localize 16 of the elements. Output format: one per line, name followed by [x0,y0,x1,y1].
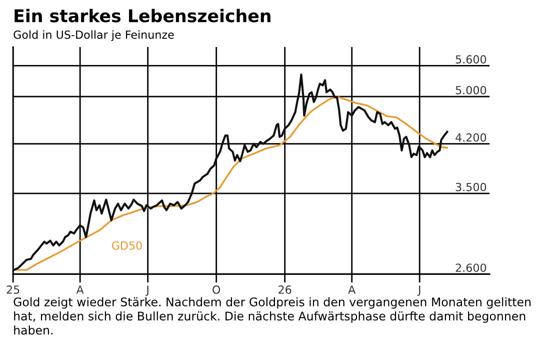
chart-subtitle: Gold in US-Dollar je Feinunze [14,30,174,42]
x-tick-label: A [76,286,84,294]
y-tick-label: 2.600 [456,264,486,272]
x-tick-label: 26 [278,285,292,294]
x-tick-label: 25 [6,285,20,294]
x-tick-label: O [212,285,220,294]
y-tick-label: 5.000 [456,86,486,94]
y-tick-label: 5.600 [456,55,486,64]
series-label: GD50 [112,241,142,250]
text: Gold zeigt wieder Stärke. Nachdem der Goldpreis in den vergangenen Monaten gelitten hat, melden sich die Bullen zurück. Die nächste Aufwärtsphase dürfte damit begonnen haben. [14,297,531,335]
x-tick-label: J [146,286,148,296]
x-tick-label: A [348,286,356,294]
y-tick-label: 3.500 [456,182,486,192]
chart-title: Ein starkes Lebenszeichen [14,8,270,22]
y-tick-label: 4.200 [456,133,486,142]
x-tick-label: J [417,286,420,296]
